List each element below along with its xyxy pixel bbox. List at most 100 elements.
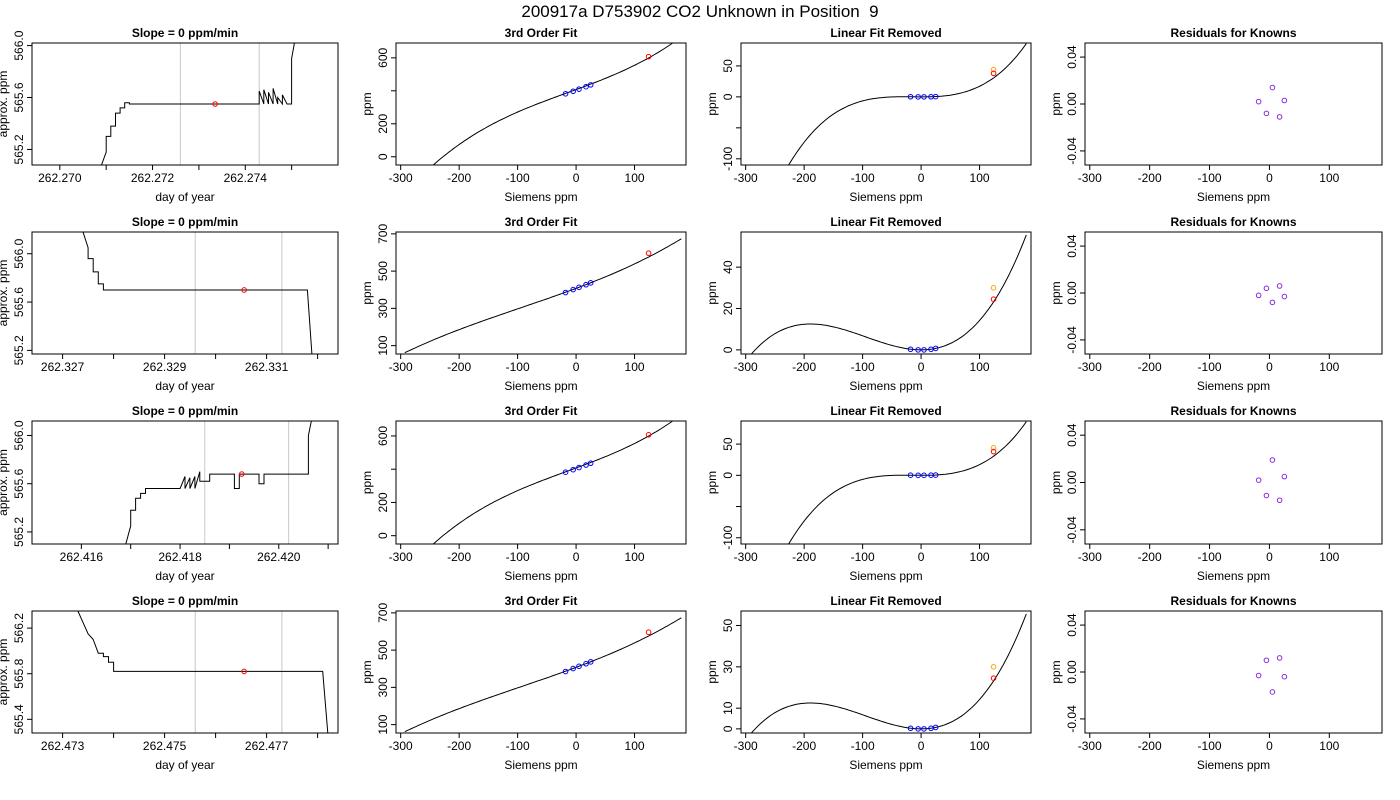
fit-curve bbox=[404, 617, 682, 733]
plot-area bbox=[750, 613, 1027, 733]
fit-curve bbox=[788, 43, 1027, 165]
x-tick-label: 0 bbox=[1266, 171, 1273, 185]
panel-linrem-row2: Linear Fit Removed -300 -200 -100 0 100 Siemen… bbox=[705, 404, 1032, 583]
y-tick-label: 50 bbox=[721, 59, 735, 73]
y-tick-label: 0 bbox=[721, 346, 735, 353]
x-tick-label: 0 bbox=[918, 360, 925, 374]
plot-frame bbox=[31, 420, 339, 545]
x-tick-label: -100 bbox=[1198, 739, 1222, 753]
data-point bbox=[1255, 292, 1262, 299]
plot-frame bbox=[740, 610, 1032, 734]
x-tick-label: 262.327 bbox=[41, 360, 85, 374]
data-point bbox=[1263, 110, 1270, 117]
x-axis-label: Siemens ppm bbox=[504, 379, 577, 393]
x-tick-label: -300 bbox=[1078, 360, 1102, 374]
data-point bbox=[562, 469, 569, 475]
y-tick-label: -100 bbox=[721, 146, 735, 170]
y-tick-label: 0.00 bbox=[1065, 470, 1079, 494]
fit-curve bbox=[750, 613, 1027, 733]
y-axis-label: approx. ppm bbox=[0, 449, 10, 516]
x-tick-label: -100 bbox=[851, 739, 875, 753]
y-tick-label: 30 bbox=[721, 660, 735, 674]
plot-frame bbox=[395, 231, 687, 355]
plot-area bbox=[750, 234, 1027, 354]
x-tick-label: 262.477 bbox=[245, 739, 289, 753]
series-line bbox=[125, 421, 312, 544]
y-tick-label: 0 bbox=[376, 153, 390, 160]
figure-title: 200917a D753902 CO2 Unknown in Position … bbox=[0, 2, 1400, 22]
run-id: 200917a bbox=[521, 2, 588, 21]
y-axis-label: ppm bbox=[705, 281, 719, 304]
plot-area bbox=[101, 43, 295, 165]
panel-title: Slope = 0 ppm/min bbox=[132, 594, 238, 608]
y-tick-label: 50 bbox=[721, 437, 735, 451]
data-point bbox=[238, 471, 245, 477]
y-axis-label: ppm bbox=[360, 471, 374, 494]
y-tick-label: 0 bbox=[721, 93, 735, 100]
x-tick-label: 262.329 bbox=[143, 360, 187, 374]
panel-title: 3rd Order Fit bbox=[505, 594, 578, 608]
x-tick-label: -200 bbox=[1138, 739, 1162, 753]
plot-area bbox=[432, 421, 674, 544]
panel-title: Linear Fit Removed bbox=[830, 594, 941, 608]
panel-slope-row3: Slope = 0 ppm/min 262.473 262.475 262.477 da… bbox=[0, 594, 339, 772]
y-tick-label: 600 bbox=[376, 426, 390, 446]
panel-title: Linear Fit Removed bbox=[830, 26, 941, 40]
data-point bbox=[1269, 689, 1276, 695]
data-point bbox=[932, 345, 939, 352]
x-tick-label: -200 bbox=[1138, 360, 1162, 374]
x-tick-label: 262.416 bbox=[60, 550, 104, 564]
x-tick-label: 100 bbox=[970, 171, 990, 185]
panel-title: 3rd Order Fit bbox=[505, 404, 578, 418]
x-axis-label: Siemens ppm bbox=[1197, 758, 1270, 772]
panel-fit-row0: 3rd Order Fit -300 -200 -100 0 100 Siemens ppm… bbox=[360, 26, 687, 204]
plot-area bbox=[1255, 457, 1288, 504]
data-point bbox=[990, 675, 997, 682]
x-axis-label: Siemens ppm bbox=[1197, 569, 1270, 583]
x-tick-label: -100 bbox=[1198, 550, 1222, 564]
x-tick-label: -200 bbox=[447, 360, 471, 374]
x-tick-label: -100 bbox=[851, 171, 875, 185]
plot-frame bbox=[1084, 42, 1383, 166]
data-point bbox=[1263, 657, 1270, 664]
data-point bbox=[1255, 672, 1262, 679]
data-point bbox=[1276, 283, 1283, 289]
x-tick-label: -300 bbox=[389, 550, 413, 564]
x-tick-label: 0 bbox=[918, 739, 925, 753]
plot-area bbox=[788, 421, 1027, 544]
panel-slope-row2: Slope = 0 ppm/min 262.416 262.418 262.420 da… bbox=[0, 404, 339, 583]
x-tick-label: 262.420 bbox=[257, 550, 301, 564]
y-tick-label: 0.00 bbox=[1065, 92, 1079, 116]
panel-fit-row1: 3rd Order Fit -300 -200 -100 0 100 Siemens ppm… bbox=[360, 215, 687, 393]
data-point bbox=[915, 94, 921, 100]
x-axis-label: Siemens ppm bbox=[1197, 190, 1270, 204]
y-tick-label: 0.04 bbox=[1065, 45, 1079, 69]
x-axis-label: day of year bbox=[155, 190, 214, 204]
x-tick-label: -300 bbox=[734, 550, 758, 564]
data-point bbox=[1269, 457, 1276, 463]
x-tick-label: 262.270 bbox=[38, 171, 82, 185]
data-point bbox=[990, 296, 997, 303]
y-axis-label: approx. ppm bbox=[0, 71, 10, 138]
x-tick-label: 100 bbox=[970, 360, 990, 374]
y-axis-label: ppm bbox=[360, 660, 374, 683]
x-axis-label: Siemens ppm bbox=[1197, 379, 1270, 393]
y-axis-label: ppm bbox=[360, 92, 374, 115]
instrument-id: D753902 bbox=[592, 2, 662, 21]
y-axis-label: ppm bbox=[1049, 92, 1063, 115]
data-point bbox=[932, 472, 939, 478]
panel-linrem-row1: Linear Fit Removed -300 -200 -100 0 100 Siemen… bbox=[705, 215, 1032, 393]
data-point bbox=[570, 286, 576, 293]
y-tick-label: 0.00 bbox=[1065, 660, 1079, 684]
panel-title: 3rd Order Fit bbox=[505, 26, 578, 40]
plot-frame bbox=[395, 610, 687, 734]
data-point bbox=[1263, 492, 1270, 499]
x-axis-label: day of year bbox=[155, 379, 214, 393]
fit-curve bbox=[404, 238, 682, 354]
x-axis-label: Siemens ppm bbox=[504, 569, 577, 583]
plot-frame bbox=[395, 420, 687, 545]
panel-title: Slope = 0 ppm/min bbox=[132, 404, 238, 418]
x-tick-label: 0 bbox=[573, 739, 580, 753]
y-tick-label: 566.0 bbox=[12, 420, 26, 450]
y-tick-label: -0.04 bbox=[1065, 326, 1079, 354]
